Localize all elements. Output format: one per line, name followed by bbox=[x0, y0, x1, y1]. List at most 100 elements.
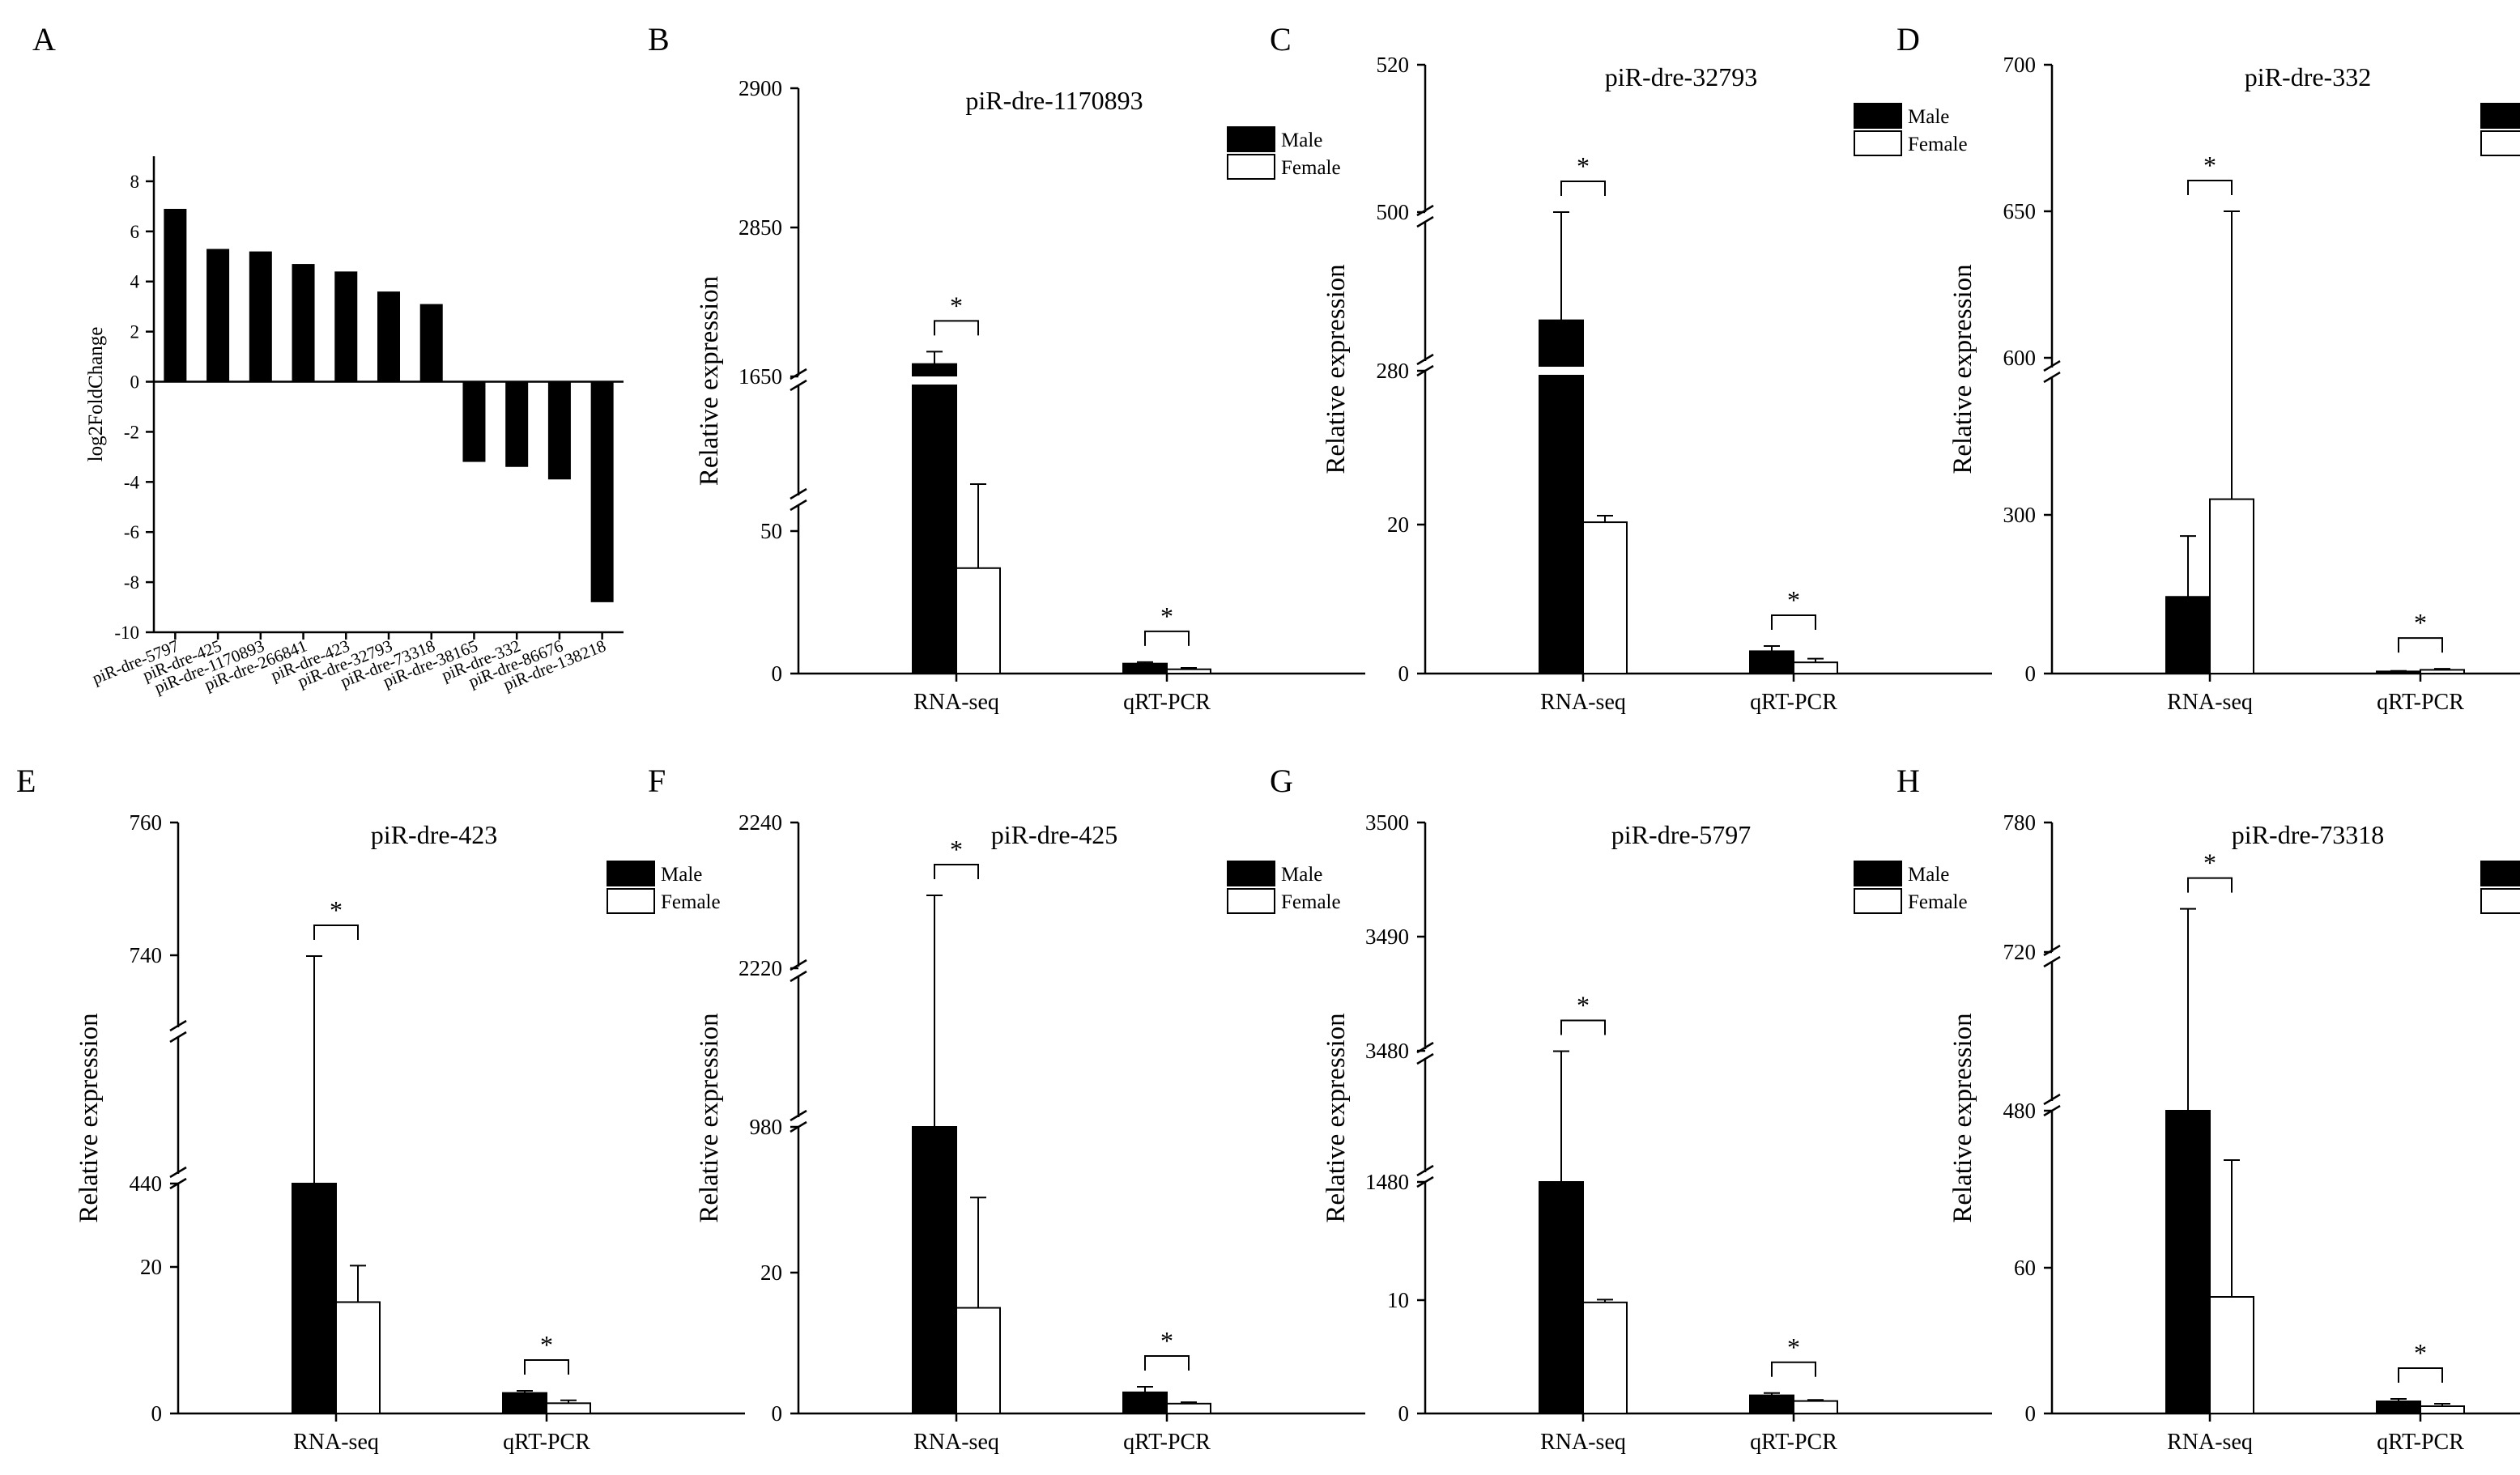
y-axis-title: Relative expression bbox=[695, 1013, 724, 1222]
significance-bracket bbox=[934, 864, 979, 879]
significance-bracket bbox=[1144, 1354, 1190, 1371]
bar-female-qrt-pcr bbox=[2420, 1405, 2465, 1414]
legend-swatch-male bbox=[1227, 861, 1275, 886]
significance-bracket bbox=[1560, 1019, 1606, 1035]
bar-female-rna-seq bbox=[2209, 498, 2254, 674]
panel-label-b: B bbox=[648, 21, 670, 57]
x-tick-label: qRT-PCR bbox=[2377, 1430, 2464, 1455]
x-tick-label: RNA-seq bbox=[913, 690, 999, 715]
y-tick-label: 2850 bbox=[739, 215, 782, 240]
significance-bracket bbox=[2187, 877, 2233, 893]
bar-female-qrt-pcr bbox=[546, 1402, 591, 1414]
y-axis-title: log2FoldChange bbox=[85, 327, 107, 462]
legend-swatch-female bbox=[1854, 130, 1902, 156]
legend-swatch-female bbox=[2480, 130, 2520, 156]
y-axis-title: Relative expression bbox=[1322, 1013, 1351, 1222]
y-tick-label: 760 bbox=[130, 810, 163, 835]
bar-female-qrt-pcr bbox=[1166, 668, 1211, 674]
significance-bracket bbox=[2187, 180, 2233, 195]
y-tick-label: 0 bbox=[1398, 1401, 1410, 1426]
bar-male-qrt-pcr bbox=[1749, 650, 1794, 675]
legend-label-male: Male bbox=[1908, 864, 1949, 886]
y-tick-label: 0 bbox=[151, 1401, 163, 1426]
bar-piR-dre-86676 bbox=[547, 381, 571, 480]
y-tick-label: 2220 bbox=[739, 956, 782, 980]
y-tick-label: 720 bbox=[2003, 940, 2037, 964]
bar-male-qrt-pcr bbox=[1749, 1394, 1794, 1414]
y-axis-title: Relative expression bbox=[74, 1013, 104, 1222]
chart-title: piR-dre-5797 bbox=[1611, 820, 1751, 849]
bar-female-rna-seq bbox=[1582, 521, 1628, 674]
legend-swatch-female bbox=[1854, 888, 1902, 914]
x-tick-label: qRT-PCR bbox=[1123, 690, 1211, 715]
panel-label-g: G bbox=[1270, 763, 1293, 799]
panel-a: A-10-8-6-4-202468log2FoldChangepiR-dre-5… bbox=[32, 21, 624, 698]
x-tick-label: RNA-seq bbox=[913, 1430, 999, 1455]
legend-label-female: Female bbox=[1281, 891, 1341, 913]
significance-bracket bbox=[1771, 1361, 1816, 1377]
significance-star: * bbox=[2414, 1338, 2427, 1367]
legend-swatch-male bbox=[2480, 103, 2520, 129]
x-tick-label: RNA-seq bbox=[2167, 1430, 2253, 1455]
y-tick-label: 740 bbox=[130, 943, 163, 967]
y-tick-label: 0 bbox=[772, 1401, 783, 1426]
significance-bracket bbox=[1771, 614, 1816, 630]
y-tick-label: -6 bbox=[124, 522, 139, 542]
bar-female-qrt-pcr bbox=[1166, 1402, 1211, 1414]
y-tick-label: 60 bbox=[2014, 1256, 2036, 1280]
y-tick-label: 780 bbox=[2003, 810, 2037, 835]
axis-break bbox=[169, 1166, 187, 1179]
legend-label-female: Female bbox=[1908, 891, 1968, 913]
significance-star: * bbox=[2203, 151, 2216, 180]
y-tick-label: 300 bbox=[2003, 503, 2037, 527]
significance-star: * bbox=[950, 291, 963, 320]
legend-swatch-male bbox=[607, 861, 655, 886]
legend-label-female: Female bbox=[1908, 134, 1968, 155]
x-tick-label: qRT-PCR bbox=[1750, 1430, 1837, 1455]
bar-piR-dre-266841 bbox=[292, 264, 315, 382]
axis-break bbox=[790, 1109, 807, 1122]
axis-break bbox=[790, 487, 807, 500]
bar-female-qrt-pcr bbox=[2420, 669, 2465, 675]
significance-star: * bbox=[1787, 585, 1800, 614]
y-axis-title: Relative expression bbox=[1948, 1013, 1977, 1222]
y-tick-label: -4 bbox=[124, 472, 140, 492]
x-tick-label: RNA-seq bbox=[1540, 690, 1626, 715]
y-axis-title: Relative expression bbox=[1322, 264, 1351, 474]
significance-bracket bbox=[524, 1358, 569, 1375]
y-tick-label: 6 bbox=[130, 222, 140, 242]
bar-female-rna-seq bbox=[2209, 1296, 2254, 1414]
legend-swatch-female bbox=[607, 888, 655, 914]
significance-star: * bbox=[1160, 1326, 1173, 1355]
significance-star: * bbox=[540, 1330, 553, 1359]
bar-male-qrt-pcr bbox=[2376, 1401, 2421, 1414]
significance-star: * bbox=[1160, 601, 1173, 631]
bar-male-rna-seq bbox=[1539, 1181, 1584, 1414]
bar-female-qrt-pcr bbox=[1793, 1400, 1838, 1414]
bar-male-rna-seq bbox=[2165, 1110, 2211, 1414]
legend-label-female: Female bbox=[661, 891, 721, 913]
axis-break bbox=[1416, 1164, 1434, 1177]
bar-female-rna-seq bbox=[335, 1301, 381, 1414]
y-tick-label: 2240 bbox=[739, 810, 782, 835]
significance-star: * bbox=[1577, 151, 1590, 181]
axis-break bbox=[2043, 944, 2061, 957]
axis-break bbox=[2043, 359, 2061, 372]
panel-label-d: D bbox=[1896, 21, 1920, 57]
bar-female-rna-seq bbox=[956, 567, 1001, 675]
legend-swatch-male bbox=[1854, 103, 1902, 129]
y-tick-label: 20 bbox=[140, 1255, 162, 1279]
y-tick-label: 2 bbox=[130, 322, 140, 342]
bar-male-qrt-pcr bbox=[502, 1392, 547, 1415]
y-tick-label: 20 bbox=[760, 1260, 782, 1285]
significance-star: * bbox=[2203, 848, 2216, 878]
y-tick-label: -10 bbox=[114, 623, 139, 643]
significance-bracket bbox=[313, 924, 359, 940]
chart-title: piR-dre-73318 bbox=[2232, 820, 2384, 849]
panel-label-f: F bbox=[648, 763, 666, 799]
